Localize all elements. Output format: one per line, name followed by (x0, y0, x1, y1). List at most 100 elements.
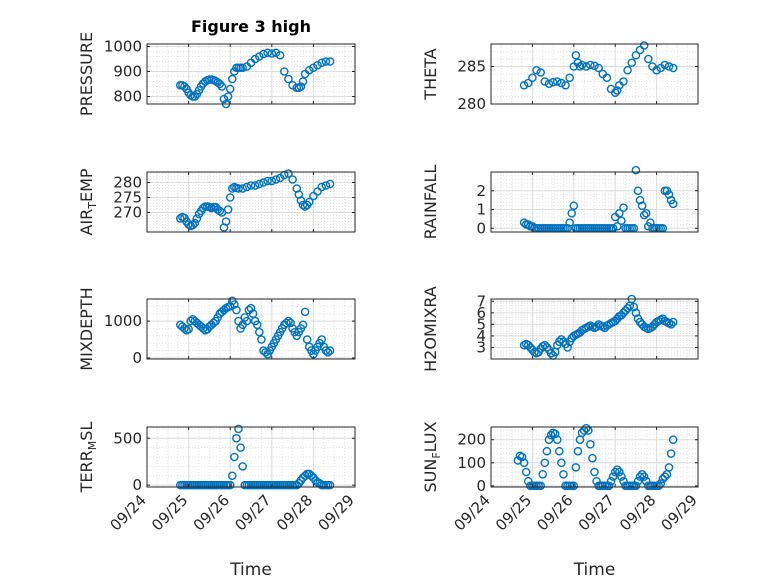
data-point (298, 320, 308, 330)
data-point (664, 62, 674, 71)
data-point (544, 79, 554, 89)
data-point (639, 472, 649, 481)
axes-frame (490, 171, 699, 233)
data-point (637, 470, 647, 479)
data-point (563, 343, 572, 352)
y-tick-label: 2 (476, 182, 486, 200)
x-tick-label: 09/27 (575, 491, 618, 534)
data-point (660, 472, 670, 481)
data-point (641, 208, 651, 218)
y-tick-label: 275 (113, 189, 142, 207)
axes-frame (146, 426, 356, 488)
data-point (644, 54, 653, 64)
data-point (557, 458, 566, 468)
data-point (521, 467, 531, 477)
data-point (664, 190, 674, 199)
data-point (519, 218, 529, 227)
data-point (279, 170, 289, 180)
data-point (215, 206, 225, 216)
data-point (250, 54, 260, 64)
data-point (542, 343, 552, 352)
y-tick-label: 0 (132, 476, 142, 494)
y-axis-label: MIXDEPTH (77, 287, 96, 370)
data-point (544, 435, 554, 444)
data-point (612, 86, 622, 95)
y-tick-label: 0 (132, 349, 142, 367)
x-tick-label: 09/26 (190, 491, 233, 534)
x-axis-label: Time (229, 560, 272, 580)
data-point (325, 480, 335, 490)
y-tick-label: 1000 (104, 38, 142, 56)
y-tick-label: 1000 (104, 312, 142, 330)
data-point (234, 184, 243, 193)
data-point (606, 476, 616, 486)
data-point (271, 48, 281, 58)
data-point (286, 318, 295, 328)
data-point (612, 222, 622, 231)
y-axis-label: AIRTEMP (77, 168, 99, 235)
y-tick-label: 0 (476, 219, 486, 237)
data-point (236, 443, 245, 452)
data-point (230, 300, 239, 309)
data-point (623, 303, 632, 313)
data-point (221, 217, 231, 226)
data-point (633, 186, 643, 196)
data-point (304, 197, 314, 207)
data-point (668, 317, 678, 327)
data-point (577, 60, 587, 70)
subplot-pressure: 800 900 1000 PRESSURE Figure 3 high (77, 17, 356, 116)
data-point (538, 470, 548, 479)
x-tick-label: 09/25 (492, 491, 535, 534)
data-point (232, 433, 241, 443)
data-point (234, 424, 243, 434)
axes-frame (490, 298, 699, 360)
data-point (261, 348, 270, 357)
data-point (586, 60, 595, 70)
y-tick-label: 5 (476, 315, 486, 333)
data-point (646, 218, 655, 227)
data-point (517, 452, 527, 462)
data-point (209, 318, 218, 328)
y-tick-label: 500 (113, 429, 142, 447)
axes-frame (146, 171, 356, 233)
y-tick-label: 7 (476, 292, 486, 310)
data-point (225, 302, 235, 311)
subplot-sun_flux: 0 100 200 SUNFLUX 09/2409/2509/2609/2709/280… (421, 421, 701, 580)
y-tick-label: 6 (476, 304, 486, 322)
y-tick-label: 270 (113, 204, 142, 222)
data-point (557, 78, 566, 88)
data-point (275, 50, 285, 60)
data-point (540, 77, 550, 86)
data-point (257, 335, 266, 344)
y-tick-label: 900 (113, 63, 142, 81)
data-point (259, 178, 268, 187)
data-point (565, 218, 574, 227)
data-point (652, 65, 661, 75)
data-point (325, 57, 335, 66)
data-point (296, 82, 306, 91)
data-point (552, 77, 562, 86)
data-point (668, 63, 678, 73)
data-point (550, 429, 560, 439)
data-point (536, 481, 545, 491)
y-axis-label: SUNFLUX (421, 421, 443, 492)
data-point (590, 61, 599, 71)
data-point (180, 324, 189, 333)
axes-frame (490, 43, 699, 105)
data-point (610, 88, 620, 98)
data-point (282, 318, 291, 328)
x-tick-label: 09/28 (273, 491, 316, 534)
data-point (548, 77, 558, 87)
y-tick-label: 1 (476, 201, 486, 219)
x-axis-label: Time (573, 560, 616, 580)
data-point (317, 58, 327, 68)
data-point (586, 440, 595, 449)
data-point (612, 465, 622, 474)
data-point (227, 471, 237, 481)
data-point (639, 41, 649, 50)
data-point (215, 79, 225, 89)
data-point (573, 446, 583, 456)
data-point (230, 452, 239, 462)
data-point (246, 181, 256, 190)
